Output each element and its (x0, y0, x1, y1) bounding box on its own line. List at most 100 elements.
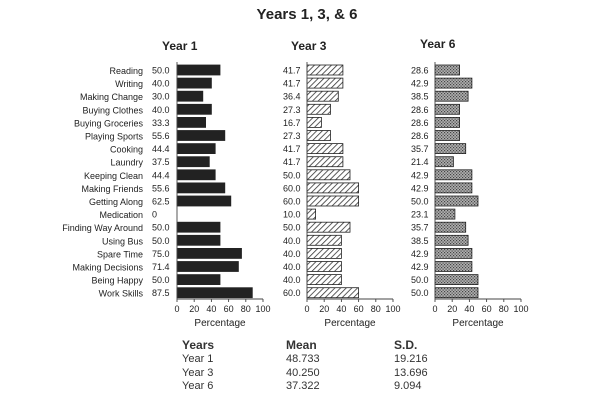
bar (176, 169, 216, 181)
value-label: 40.0 (283, 262, 301, 272)
value-label: 36.4 (283, 92, 301, 102)
stats-header-sd: S.D. (394, 338, 418, 352)
value-label: 27.3 (283, 105, 301, 115)
stats-mean: 48.733 (286, 353, 320, 365)
x-tick-label: 80 (241, 304, 251, 314)
xlabel-year-3: Percentage (324, 318, 376, 329)
value-label: 50.0 (152, 236, 170, 246)
x-tick-label: 60 (354, 304, 364, 314)
value-label: 28.6 (411, 105, 429, 115)
bar (434, 234, 469, 246)
value-label: 42.9 (411, 79, 429, 89)
chart-title: Years 1, 3, & 6 (257, 6, 358, 23)
category-label: Finding Way Around (62, 223, 143, 233)
value-label: 40.0 (283, 236, 301, 246)
bar (434, 208, 456, 220)
x-tick-label: 0 (432, 304, 437, 314)
x-tick-label: 20 (189, 304, 199, 314)
value-label: 50.0 (411, 197, 429, 207)
bar (306, 169, 351, 181)
stats-header-mean: Mean (286, 338, 317, 352)
value-label: 60.0 (283, 183, 301, 193)
bar (176, 143, 216, 155)
x-tick-label: 0 (174, 304, 179, 314)
x-tick-label: 40 (464, 304, 474, 314)
category-label: Reading (109, 66, 143, 76)
bar (176, 221, 221, 233)
x-tick-label: 40 (336, 304, 346, 314)
stats-year: Year 3 (182, 366, 214, 379)
value-label: 42.9 (411, 262, 429, 272)
value-label: 50.0 (152, 275, 170, 285)
bar (434, 90, 469, 102)
bar (434, 247, 473, 259)
bar (434, 156, 454, 168)
category-label: Playing Sports (85, 132, 144, 142)
bar (176, 90, 204, 102)
value-label: 44.4 (152, 144, 170, 154)
bar (306, 64, 344, 76)
value-label: 42.9 (411, 170, 429, 180)
bar (306, 247, 342, 259)
value-label: 87.5 (152, 288, 170, 298)
bar (306, 195, 359, 207)
bar (176, 64, 221, 76)
value-label: 50.0 (152, 223, 170, 233)
category-label: Buying Clothes (82, 105, 143, 115)
value-label: 50.0 (411, 275, 429, 285)
bar (306, 287, 359, 299)
value-label: 42.9 (411, 183, 429, 193)
value-label: 35.7 (411, 144, 429, 154)
stats-header-years: Years (182, 338, 215, 352)
x-tick-label: 20 (319, 304, 329, 314)
bar (176, 156, 210, 168)
value-label: 75.0 (152, 249, 170, 259)
bar (306, 130, 331, 141)
bar (176, 130, 226, 141)
bar (176, 234, 221, 246)
x-tick-label: 60 (482, 304, 492, 314)
xlabel-year-6: Percentage (452, 318, 504, 329)
category-label: Medication (99, 210, 143, 220)
value-label: 41.7 (283, 66, 301, 76)
value-label: 40.0 (283, 249, 301, 259)
value-label: 60.0 (283, 288, 301, 298)
x-tick-label: 80 (499, 304, 509, 314)
panel-title-year-3: Year 3 (291, 39, 327, 53)
bar (176, 274, 221, 286)
value-label: 62.5 (152, 197, 170, 207)
bar (306, 143, 344, 155)
stats-year: Year 6 (182, 380, 214, 392)
x-tick-label: 100 (255, 304, 270, 314)
value-label: 27.3 (283, 131, 301, 141)
bar (434, 130, 461, 141)
bar (434, 287, 479, 299)
bar (176, 287, 253, 299)
stats-sd: 19.216 (394, 353, 428, 365)
category-label: Making Change (80, 92, 143, 102)
value-label: 38.5 (411, 236, 429, 246)
value-label: 33.3 (152, 118, 170, 128)
category-label: Work Skills (99, 289, 144, 299)
value-label: 44.4 (152, 170, 170, 180)
stats-row: Year 6 37.322 9.094 (182, 380, 482, 394)
bar (176, 103, 212, 115)
bar (176, 195, 232, 207)
category-label: Making Decisions (72, 263, 143, 273)
value-label: 71.4 (152, 262, 170, 272)
value-label: 60.0 (283, 197, 301, 207)
value-label: 40.0 (283, 275, 301, 285)
panel-title-year-1: Year 1 (162, 39, 198, 53)
value-label: 30.0 (152, 92, 170, 102)
stats-year: Year 1 (182, 353, 214, 365)
value-label: 41.7 (283, 144, 301, 154)
bar (434, 195, 479, 207)
value-label: 40.0 (152, 79, 170, 89)
stats-mean: 37.322 (286, 380, 320, 392)
category-label: Keeping Clean (84, 171, 143, 181)
value-label: 28.6 (411, 131, 429, 141)
value-label: 55.6 (152, 183, 170, 193)
bar (176, 247, 242, 259)
bar (434, 77, 473, 89)
